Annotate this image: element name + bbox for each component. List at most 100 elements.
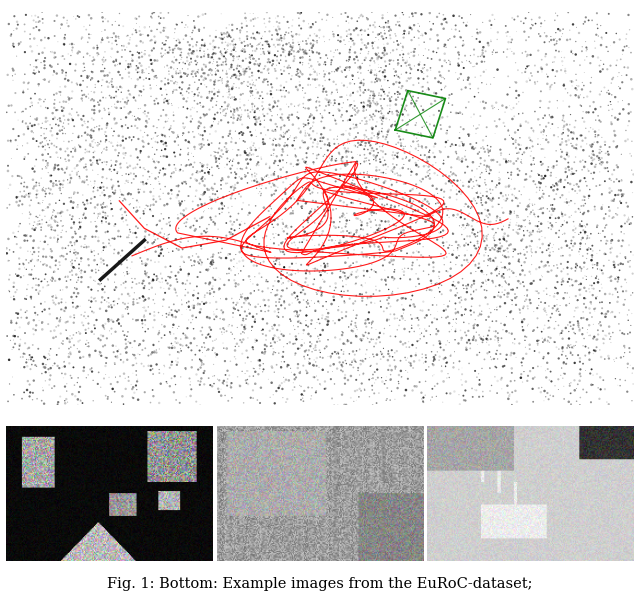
Point — [505, 218, 515, 227]
Point — [47, 273, 58, 282]
Point — [593, 229, 604, 238]
Point — [376, 23, 386, 32]
Point — [193, 252, 204, 261]
Point — [346, 320, 356, 330]
Point — [390, 332, 401, 341]
Point — [271, 331, 281, 341]
Point — [421, 204, 431, 213]
Point — [36, 276, 47, 286]
Point — [100, 127, 111, 137]
Point — [216, 294, 226, 303]
Point — [492, 122, 502, 131]
Point — [102, 174, 112, 183]
Point — [208, 42, 218, 51]
Point — [122, 99, 132, 109]
Point — [113, 32, 124, 42]
Point — [233, 110, 243, 119]
Point — [56, 251, 67, 260]
Point — [55, 260, 65, 270]
Point — [195, 44, 205, 53]
Point — [390, 89, 400, 99]
Point — [46, 177, 56, 186]
Point — [603, 100, 613, 110]
Point — [148, 369, 158, 378]
Point — [477, 57, 487, 66]
Point — [514, 255, 524, 264]
Point — [150, 137, 161, 146]
Point — [172, 20, 182, 29]
Point — [291, 29, 301, 39]
Point — [614, 236, 624, 245]
Point — [333, 104, 344, 114]
Point — [107, 184, 117, 194]
Point — [160, 164, 170, 174]
Point — [574, 247, 584, 257]
Point — [308, 196, 318, 205]
Point — [487, 50, 497, 59]
Point — [420, 88, 430, 98]
Point — [307, 204, 317, 214]
Point — [257, 105, 268, 115]
Point — [456, 333, 467, 343]
Point — [570, 376, 580, 385]
Point — [621, 29, 632, 39]
Point — [323, 10, 333, 20]
Point — [55, 312, 65, 322]
Point — [44, 33, 54, 43]
Point — [545, 251, 555, 260]
Point — [102, 157, 112, 167]
Point — [49, 141, 60, 150]
Point — [554, 321, 564, 330]
Point — [276, 362, 286, 372]
Point — [336, 187, 346, 196]
Point — [120, 120, 131, 130]
Point — [458, 139, 468, 148]
Point — [373, 30, 383, 39]
Point — [472, 24, 482, 34]
Point — [511, 143, 521, 152]
Point — [508, 268, 518, 278]
Point — [360, 56, 370, 65]
Point — [587, 253, 597, 262]
Point — [421, 326, 431, 336]
Point — [86, 141, 96, 151]
Point — [397, 42, 408, 51]
Point — [577, 78, 588, 87]
Point — [577, 233, 588, 243]
Point — [511, 136, 521, 145]
Point — [97, 7, 108, 17]
Point — [134, 278, 145, 288]
Point — [41, 252, 51, 261]
Point — [484, 16, 495, 26]
Point — [241, 314, 251, 324]
Point — [525, 344, 535, 354]
Point — [28, 340, 38, 350]
Point — [36, 225, 46, 235]
Point — [324, 75, 335, 84]
Point — [331, 248, 341, 258]
Point — [295, 195, 305, 204]
Point — [22, 385, 32, 395]
Point — [36, 123, 46, 133]
Point — [316, 116, 326, 126]
Point — [378, 147, 388, 156]
Point — [156, 283, 166, 293]
Point — [254, 29, 264, 38]
Point — [124, 200, 134, 210]
Point — [263, 57, 273, 66]
Point — [349, 396, 359, 406]
Point — [520, 14, 531, 23]
Point — [392, 87, 403, 97]
Point — [148, 7, 159, 17]
Point — [443, 301, 453, 311]
Point — [264, 163, 275, 173]
Point — [98, 199, 108, 208]
Point — [396, 246, 406, 256]
Point — [467, 32, 477, 41]
Point — [218, 57, 228, 67]
Point — [175, 340, 185, 349]
Point — [407, 314, 417, 324]
Point — [183, 84, 193, 93]
Point — [571, 50, 581, 59]
Point — [343, 240, 353, 250]
